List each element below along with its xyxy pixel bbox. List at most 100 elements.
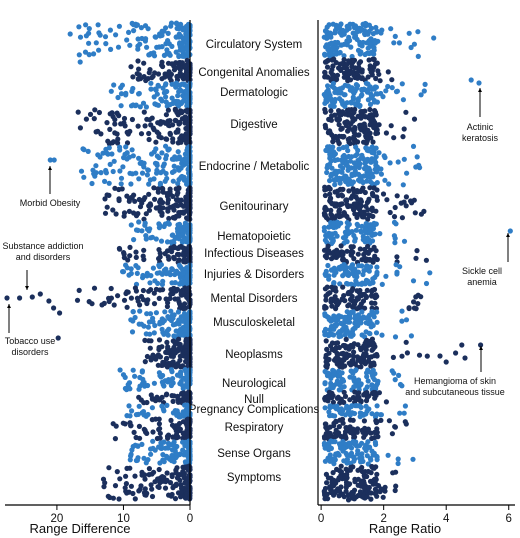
point-range-difference <box>151 290 157 296</box>
point-range-ratio <box>361 251 367 258</box>
point-range-ratio <box>384 197 390 203</box>
point-range-difference <box>81 174 87 180</box>
point-range-ratio <box>366 444 372 450</box>
point-range-ratio <box>365 97 371 103</box>
point-range-difference <box>184 402 190 408</box>
point-range-ratio <box>359 223 365 229</box>
point-range-difference <box>185 145 191 151</box>
point-range-ratio <box>343 466 349 472</box>
point-range-ratio-outlier <box>459 342 465 348</box>
point-range-difference <box>141 74 147 80</box>
point-range-difference <box>169 81 175 87</box>
point-range-ratio <box>394 254 400 260</box>
point-range-difference <box>137 104 143 110</box>
point-range-ratio <box>351 134 357 140</box>
point-range-ratio <box>333 418 339 424</box>
point-range-ratio <box>326 129 332 135</box>
point-range-difference <box>129 20 135 26</box>
point-range-ratio <box>336 122 342 128</box>
point-range-ratio <box>345 229 351 235</box>
left-panel-ticks: 20 10 0 <box>51 505 193 525</box>
point-range-ratio <box>369 207 375 214</box>
point-range-difference <box>154 129 160 135</box>
point-range-difference <box>180 318 186 324</box>
point-range-ratio <box>373 419 379 426</box>
point-range-difference <box>104 120 110 126</box>
category-label: Digestive <box>230 119 277 131</box>
point-range-ratio <box>359 86 365 93</box>
point-range-difference <box>136 155 142 161</box>
point-range-ratio <box>379 332 385 338</box>
point-range-ratio <box>374 60 380 66</box>
point-range-difference <box>119 82 125 88</box>
point-range-difference <box>86 299 92 305</box>
point-range-ratio <box>347 77 354 83</box>
point-range-difference <box>129 147 135 153</box>
point-range-ratio <box>340 284 346 290</box>
point-range-difference <box>156 44 162 50</box>
point-range-difference <box>171 168 177 174</box>
point-range-ratio <box>337 163 343 169</box>
point-range-ratio <box>328 343 334 349</box>
point-range-ratio <box>348 404 354 410</box>
point-range-difference <box>136 90 142 97</box>
point-range-ratio <box>390 354 396 360</box>
point-range-difference <box>146 472 152 478</box>
point-range-difference <box>183 327 189 333</box>
point-range-ratio <box>358 199 364 205</box>
point-range-ratio <box>323 338 329 344</box>
point-range-ratio <box>423 257 429 263</box>
point-range-ratio <box>345 319 351 325</box>
point-range-difference <box>163 120 169 126</box>
point-range-difference <box>144 311 150 317</box>
point-range-ratio <box>326 224 332 230</box>
point-range-ratio <box>357 102 363 109</box>
point-range-ratio <box>350 439 356 445</box>
point-range-ratio <box>322 485 329 492</box>
point-range-difference <box>150 125 156 131</box>
point-range-ratio <box>335 450 341 456</box>
point-range-difference <box>151 469 157 475</box>
point-range-difference <box>162 74 168 80</box>
point-range-difference <box>140 409 147 415</box>
point-range-ratio <box>361 418 367 424</box>
point-range-ratio <box>324 98 330 105</box>
point-range-ratio <box>345 148 351 154</box>
point-range-ratio <box>382 154 388 161</box>
point-range-ratio <box>345 163 351 169</box>
point-range-difference <box>165 30 171 36</box>
point-range-ratio <box>373 481 379 487</box>
point-range-difference <box>126 403 132 409</box>
point-range-ratio <box>369 411 375 417</box>
point-range-difference <box>175 103 182 109</box>
point-range-ratio <box>357 455 363 461</box>
point-range-difference <box>142 36 148 42</box>
point-range-ratio <box>338 21 344 27</box>
point-range-difference <box>149 493 156 500</box>
point-range-ratio <box>322 435 328 441</box>
point-range-difference <box>124 490 130 496</box>
category-label: Musculoskeletal <box>213 317 295 329</box>
point-range-ratio <box>374 454 380 460</box>
point-range-difference <box>161 459 167 465</box>
point-range-difference <box>164 88 170 95</box>
point-range-ratio <box>331 477 337 483</box>
point-range-difference <box>165 379 171 385</box>
point-range-ratio <box>390 470 396 476</box>
point-range-difference <box>176 185 182 191</box>
point-range-ratio <box>408 198 414 204</box>
point-range-ratio <box>350 417 356 423</box>
point-range-difference <box>182 237 188 243</box>
point-range-ratio <box>357 345 364 351</box>
point-range-ratio <box>402 403 408 409</box>
point-range-ratio <box>363 403 369 409</box>
point-range-ratio <box>400 134 406 140</box>
point-range-difference <box>186 155 192 161</box>
point-range-ratio <box>355 467 361 473</box>
point-range-difference <box>128 222 134 228</box>
point-range-difference <box>138 25 144 31</box>
point-range-difference <box>169 266 175 272</box>
point-range-ratio <box>332 201 338 207</box>
point-range-difference-outlier <box>67 31 73 37</box>
category-labels: Circulatory System Congenital Anomalies De… <box>189 39 320 484</box>
